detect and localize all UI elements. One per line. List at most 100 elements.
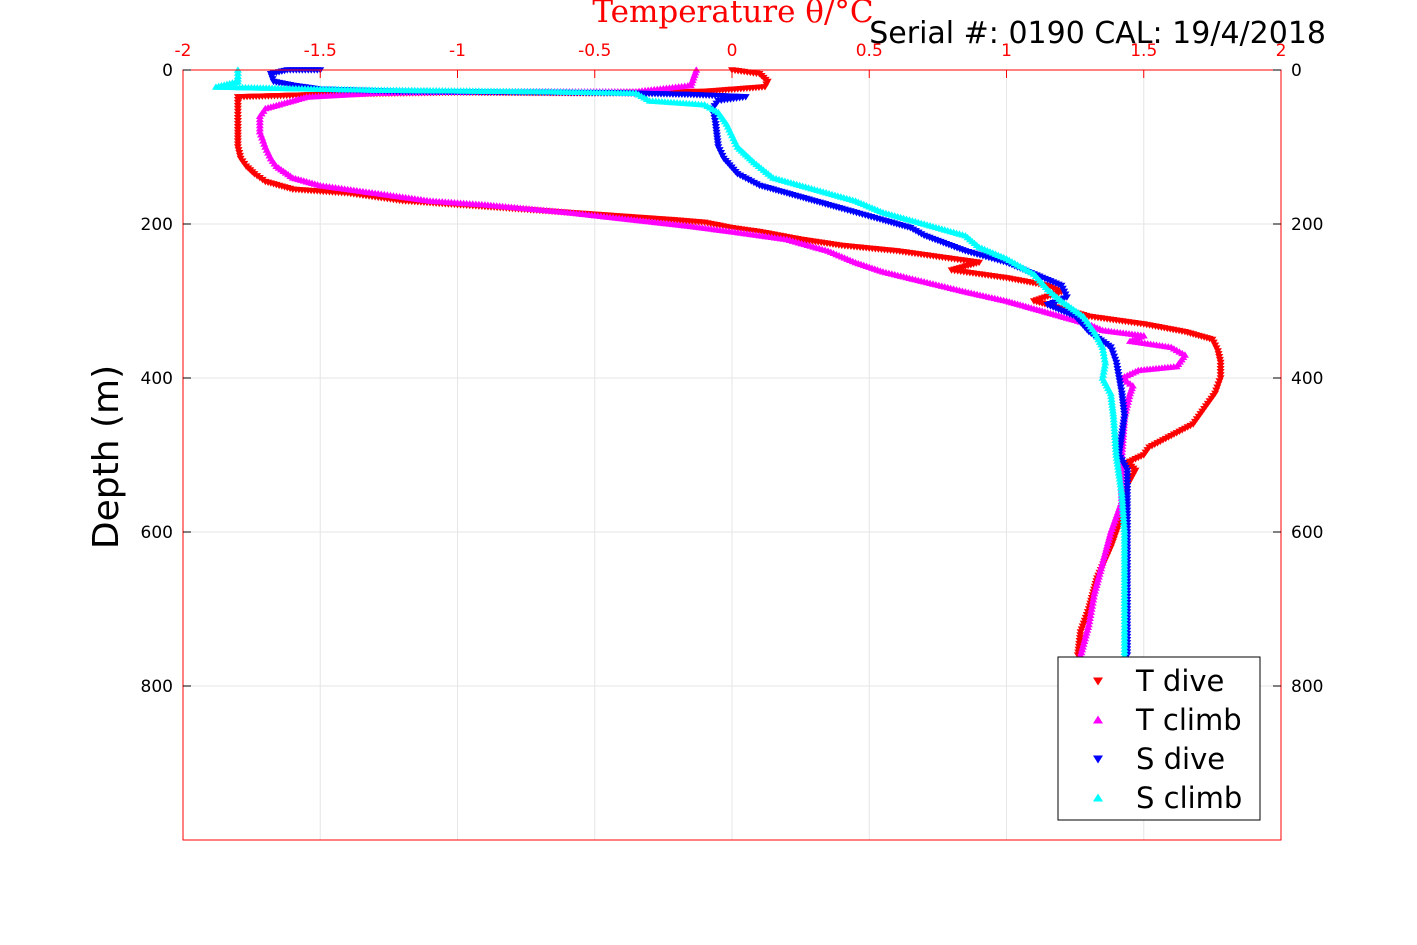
- y-tick-label-left: 800: [141, 677, 173, 697]
- data-point: [1108, 407, 1117, 414]
- data-point: [1119, 519, 1128, 526]
- y-tick-label-right: 600: [1291, 523, 1323, 543]
- data-point: [1087, 608, 1096, 615]
- x-tick-label: -1: [449, 41, 466, 61]
- x-tick-label: 0: [727, 41, 738, 61]
- data-point: [1125, 392, 1134, 400]
- data-point: [1108, 401, 1117, 408]
- data-point: [1118, 495, 1127, 503]
- data-point: [1082, 629, 1091, 636]
- data-point: [1106, 531, 1115, 538]
- data-point: [1112, 451, 1121, 458]
- x-tick-label: -0.5: [578, 41, 611, 61]
- data-point: [1085, 614, 1094, 622]
- data-point: [1099, 371, 1108, 378]
- data-point: [1084, 623, 1093, 630]
- data-point: [1118, 501, 1127, 509]
- data-point: [1099, 346, 1108, 354]
- legend-entries: T dive T climb S dive S climb: [1093, 664, 1242, 815]
- data-point: [1111, 436, 1120, 443]
- data-point: [1084, 620, 1093, 628]
- x-tick-label: 2: [1276, 41, 1287, 61]
- data-point: [1079, 640, 1088, 647]
- data-point: [1113, 457, 1122, 464]
- data-point: [1106, 528, 1115, 535]
- data-point: [1107, 398, 1116, 405]
- data-point: [1099, 349, 1108, 357]
- data-point: [1100, 550, 1109, 558]
- y-tick-label-left: 400: [141, 369, 173, 389]
- data-point: [1114, 469, 1123, 476]
- data-point: [1107, 392, 1116, 400]
- legend-marker: [1093, 715, 1103, 724]
- data-point: [1085, 617, 1094, 625]
- data-point: [1126, 389, 1135, 397]
- data-point: [1109, 415, 1118, 423]
- legend-marker: [1093, 755, 1103, 764]
- data-point: [1113, 460, 1122, 467]
- data-point: [1097, 564, 1106, 572]
- data-point: [1098, 343, 1107, 350]
- legend-label: S dive: [1136, 742, 1225, 776]
- data-point: [1110, 430, 1119, 438]
- data-point: [1100, 362, 1109, 369]
- data-point: [1086, 611, 1095, 618]
- data-point: [1110, 421, 1119, 429]
- data-point: [1076, 651, 1085, 658]
- y-tick-label-left: 0: [162, 61, 173, 81]
- x-tick-label: -2: [175, 41, 192, 61]
- series-s-climb: [211, 66, 1129, 658]
- legend-marker: [1093, 793, 1103, 802]
- data-point: [1111, 439, 1120, 446]
- y-tick-label-right: 400: [1291, 369, 1323, 389]
- data-point: [1099, 368, 1108, 375]
- data-point: [1087, 605, 1096, 612]
- data-point: [1120, 525, 1129, 532]
- data-point: [1088, 602, 1097, 609]
- data-point: [1119, 507, 1128, 515]
- data-point: [1119, 510, 1128, 518]
- serial-label: Serial #: 0190 CAL: 19/4/2018: [869, 16, 1326, 51]
- data-point: [1089, 596, 1098, 603]
- data-point: [1089, 593, 1098, 600]
- data-point: [1088, 599, 1097, 606]
- legend-label: T climb: [1135, 703, 1242, 737]
- data-point: [1099, 556, 1108, 563]
- data-point: [1096, 567, 1105, 574]
- data-point: [1101, 359, 1110, 366]
- data-point: [1081, 632, 1090, 639]
- data-point: [1116, 483, 1125, 491]
- data-point: [1100, 352, 1109, 360]
- data-point: [1119, 516, 1128, 523]
- data-point: [1112, 454, 1121, 461]
- data-point: [1110, 424, 1119, 432]
- data-point: [1100, 365, 1109, 372]
- x-tick-label: 0.5: [856, 41, 883, 61]
- data-point: [1103, 539, 1112, 546]
- data-point: [1105, 534, 1114, 541]
- data-point: [1103, 542, 1112, 549]
- series-t-dive: [233, 67, 1225, 659]
- legend-marker: [1093, 677, 1103, 686]
- data-point: [1111, 442, 1120, 449]
- x-tick-label: 1.5: [1130, 41, 1157, 61]
- data-point: [1117, 486, 1126, 494]
- data-point: [1112, 448, 1121, 455]
- data-point: [1114, 466, 1123, 473]
- data-point: [1091, 584, 1100, 591]
- data-point: [1091, 587, 1100, 594]
- data-point: [1094, 576, 1103, 583]
- data-point: [1100, 553, 1109, 560]
- data-point: [1090, 590, 1099, 597]
- data-point: [1118, 498, 1127, 506]
- data-point: [1100, 355, 1109, 363]
- data-point: [1116, 481, 1125, 488]
- x-tick-label: 1: [1001, 41, 1012, 61]
- data-point: [1117, 489, 1126, 497]
- data-point: [1116, 478, 1125, 485]
- data-point: [1101, 548, 1110, 555]
- y-tick-label-right: 200: [1291, 215, 1323, 235]
- data-point: [1111, 445, 1120, 452]
